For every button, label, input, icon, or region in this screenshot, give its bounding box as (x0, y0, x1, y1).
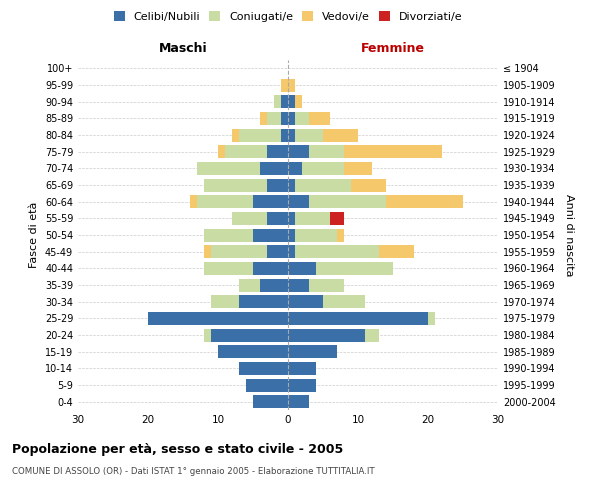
Bar (288, 245, 295, 258)
Bar (288, 345, 337, 358)
Bar (218, 145, 225, 158)
Bar (204, 228, 253, 241)
Bar (295, 128, 323, 141)
Bar (204, 245, 211, 258)
Bar (295, 245, 379, 258)
Bar (323, 128, 358, 141)
Bar (281, 128, 288, 141)
Bar (386, 195, 463, 208)
Bar (267, 245, 288, 258)
Bar (295, 228, 337, 241)
Bar (288, 128, 295, 141)
Bar (288, 145, 309, 158)
Y-axis label: Anni di nascita: Anni di nascita (564, 194, 574, 276)
Bar (302, 162, 344, 175)
Bar (330, 212, 344, 225)
Bar (281, 112, 288, 125)
Bar (288, 278, 309, 291)
Bar (211, 328, 288, 342)
Bar (288, 212, 295, 225)
Bar (288, 395, 309, 408)
Bar (288, 95, 295, 108)
Bar (204, 178, 267, 192)
Bar (309, 278, 344, 291)
Bar (239, 295, 288, 308)
Bar (211, 245, 267, 258)
Bar (267, 145, 288, 158)
Bar (295, 212, 330, 225)
Bar (253, 395, 288, 408)
Bar (379, 245, 414, 258)
Bar (351, 178, 386, 192)
Text: Popolazione per età, sesso e stato civile - 2005: Popolazione per età, sesso e stato civil… (12, 442, 343, 456)
Bar (288, 262, 316, 275)
Bar (281, 78, 288, 92)
Bar (337, 228, 344, 241)
Bar (288, 362, 316, 375)
Bar (309, 145, 344, 158)
Text: COMUNE DI ASSOLO (OR) - Dati ISTAT 1° gennaio 2005 - Elaborazione TUTTITALIA.IT: COMUNE DI ASSOLO (OR) - Dati ISTAT 1° ge… (12, 468, 374, 476)
Bar (260, 278, 288, 291)
Bar (309, 195, 386, 208)
Bar (274, 95, 281, 108)
Bar (148, 312, 288, 325)
Bar (288, 78, 295, 92)
Bar (288, 162, 302, 175)
Y-axis label: Fasce di età: Fasce di età (29, 202, 39, 268)
Bar (239, 362, 288, 375)
Legend: Celibi/Nubili, Coniugati/e, Vedovi/e, Divorziati/e: Celibi/Nubili, Coniugati/e, Vedovi/e, Di… (110, 8, 466, 25)
Bar (253, 195, 288, 208)
Bar (232, 128, 239, 141)
Bar (288, 178, 295, 192)
Bar (204, 328, 211, 342)
Bar (260, 162, 288, 175)
Bar (344, 145, 442, 158)
Text: Maschi: Maschi (158, 42, 208, 55)
Bar (232, 212, 267, 225)
Bar (267, 112, 281, 125)
Bar (253, 228, 288, 241)
Bar (288, 328, 365, 342)
Bar (218, 345, 288, 358)
Bar (316, 262, 393, 275)
Bar (288, 295, 323, 308)
Bar (295, 95, 302, 108)
Bar (190, 195, 197, 208)
Bar (288, 195, 309, 208)
Bar (295, 112, 309, 125)
Bar (267, 212, 288, 225)
Bar (295, 178, 351, 192)
Bar (365, 328, 379, 342)
Bar (344, 162, 372, 175)
Bar (239, 278, 260, 291)
Bar (281, 95, 288, 108)
Bar (323, 295, 365, 308)
Bar (260, 112, 267, 125)
Bar (225, 145, 267, 158)
Bar (288, 312, 428, 325)
Bar (309, 112, 330, 125)
Bar (288, 228, 295, 241)
Bar (267, 178, 288, 192)
Bar (428, 312, 435, 325)
Bar (204, 262, 253, 275)
Bar (246, 378, 288, 392)
Bar (239, 128, 281, 141)
Bar (253, 262, 288, 275)
Text: Femmine: Femmine (361, 42, 425, 55)
Bar (288, 378, 316, 392)
Bar (197, 162, 260, 175)
Bar (211, 295, 239, 308)
Bar (288, 112, 295, 125)
Bar (197, 195, 253, 208)
